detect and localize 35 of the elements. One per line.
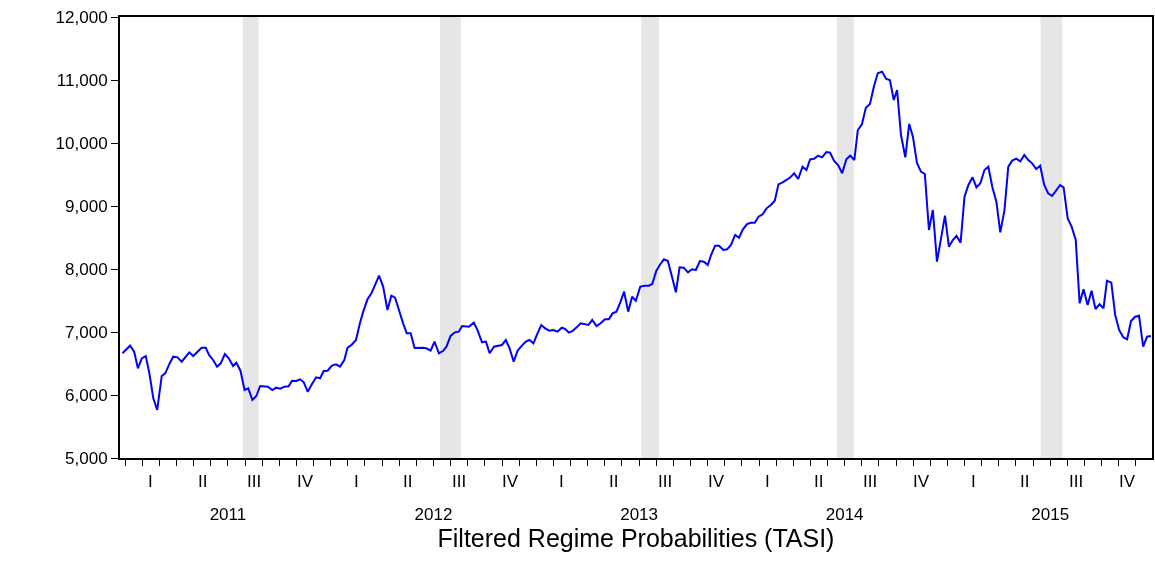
y-tick-label: 10,000 <box>55 133 108 153</box>
x-tick-label: 2013 <box>620 505 658 525</box>
y-tick-label: 8,000 <box>65 259 108 279</box>
x-tick-label: 2011 <box>209 505 247 525</box>
text: I <box>765 472 770 491</box>
y-tick-label: 6,000 <box>65 385 108 405</box>
text: III <box>247 472 262 491</box>
y-tick-label: 9,000 <box>65 196 108 216</box>
text: II <box>814 472 824 491</box>
text: I <box>971 472 976 491</box>
x-tick-label: 2014 <box>825 505 864 525</box>
y-tick-label: 5,000 <box>65 448 108 468</box>
y-tick-label: 12,000 <box>55 7 108 27</box>
text: III <box>452 472 467 491</box>
text: IV <box>1119 472 1136 491</box>
text: III <box>658 472 673 491</box>
text: III <box>1069 472 1084 491</box>
text: II <box>609 472 619 491</box>
text: I <box>354 472 359 491</box>
y-tick-label: 7,000 <box>65 322 108 342</box>
text: IV <box>913 472 930 491</box>
text: II <box>198 472 208 491</box>
text: I <box>559 472 564 491</box>
text: I <box>148 472 153 491</box>
x-axis-title: Filtered Regime Probabilities (TASI) <box>437 524 835 553</box>
text: IV <box>502 472 519 491</box>
text: IV <box>708 472 725 491</box>
x-tick-label: 2012 <box>414 505 453 525</box>
text: II <box>403 472 413 491</box>
y-tick-label: 11,000 <box>56 70 108 90</box>
line-series <box>121 70 1152 411</box>
x-tick-label: 2015 <box>1031 505 1070 525</box>
text: IV <box>297 472 314 491</box>
text: III <box>863 472 878 491</box>
text: II <box>1020 472 1030 491</box>
